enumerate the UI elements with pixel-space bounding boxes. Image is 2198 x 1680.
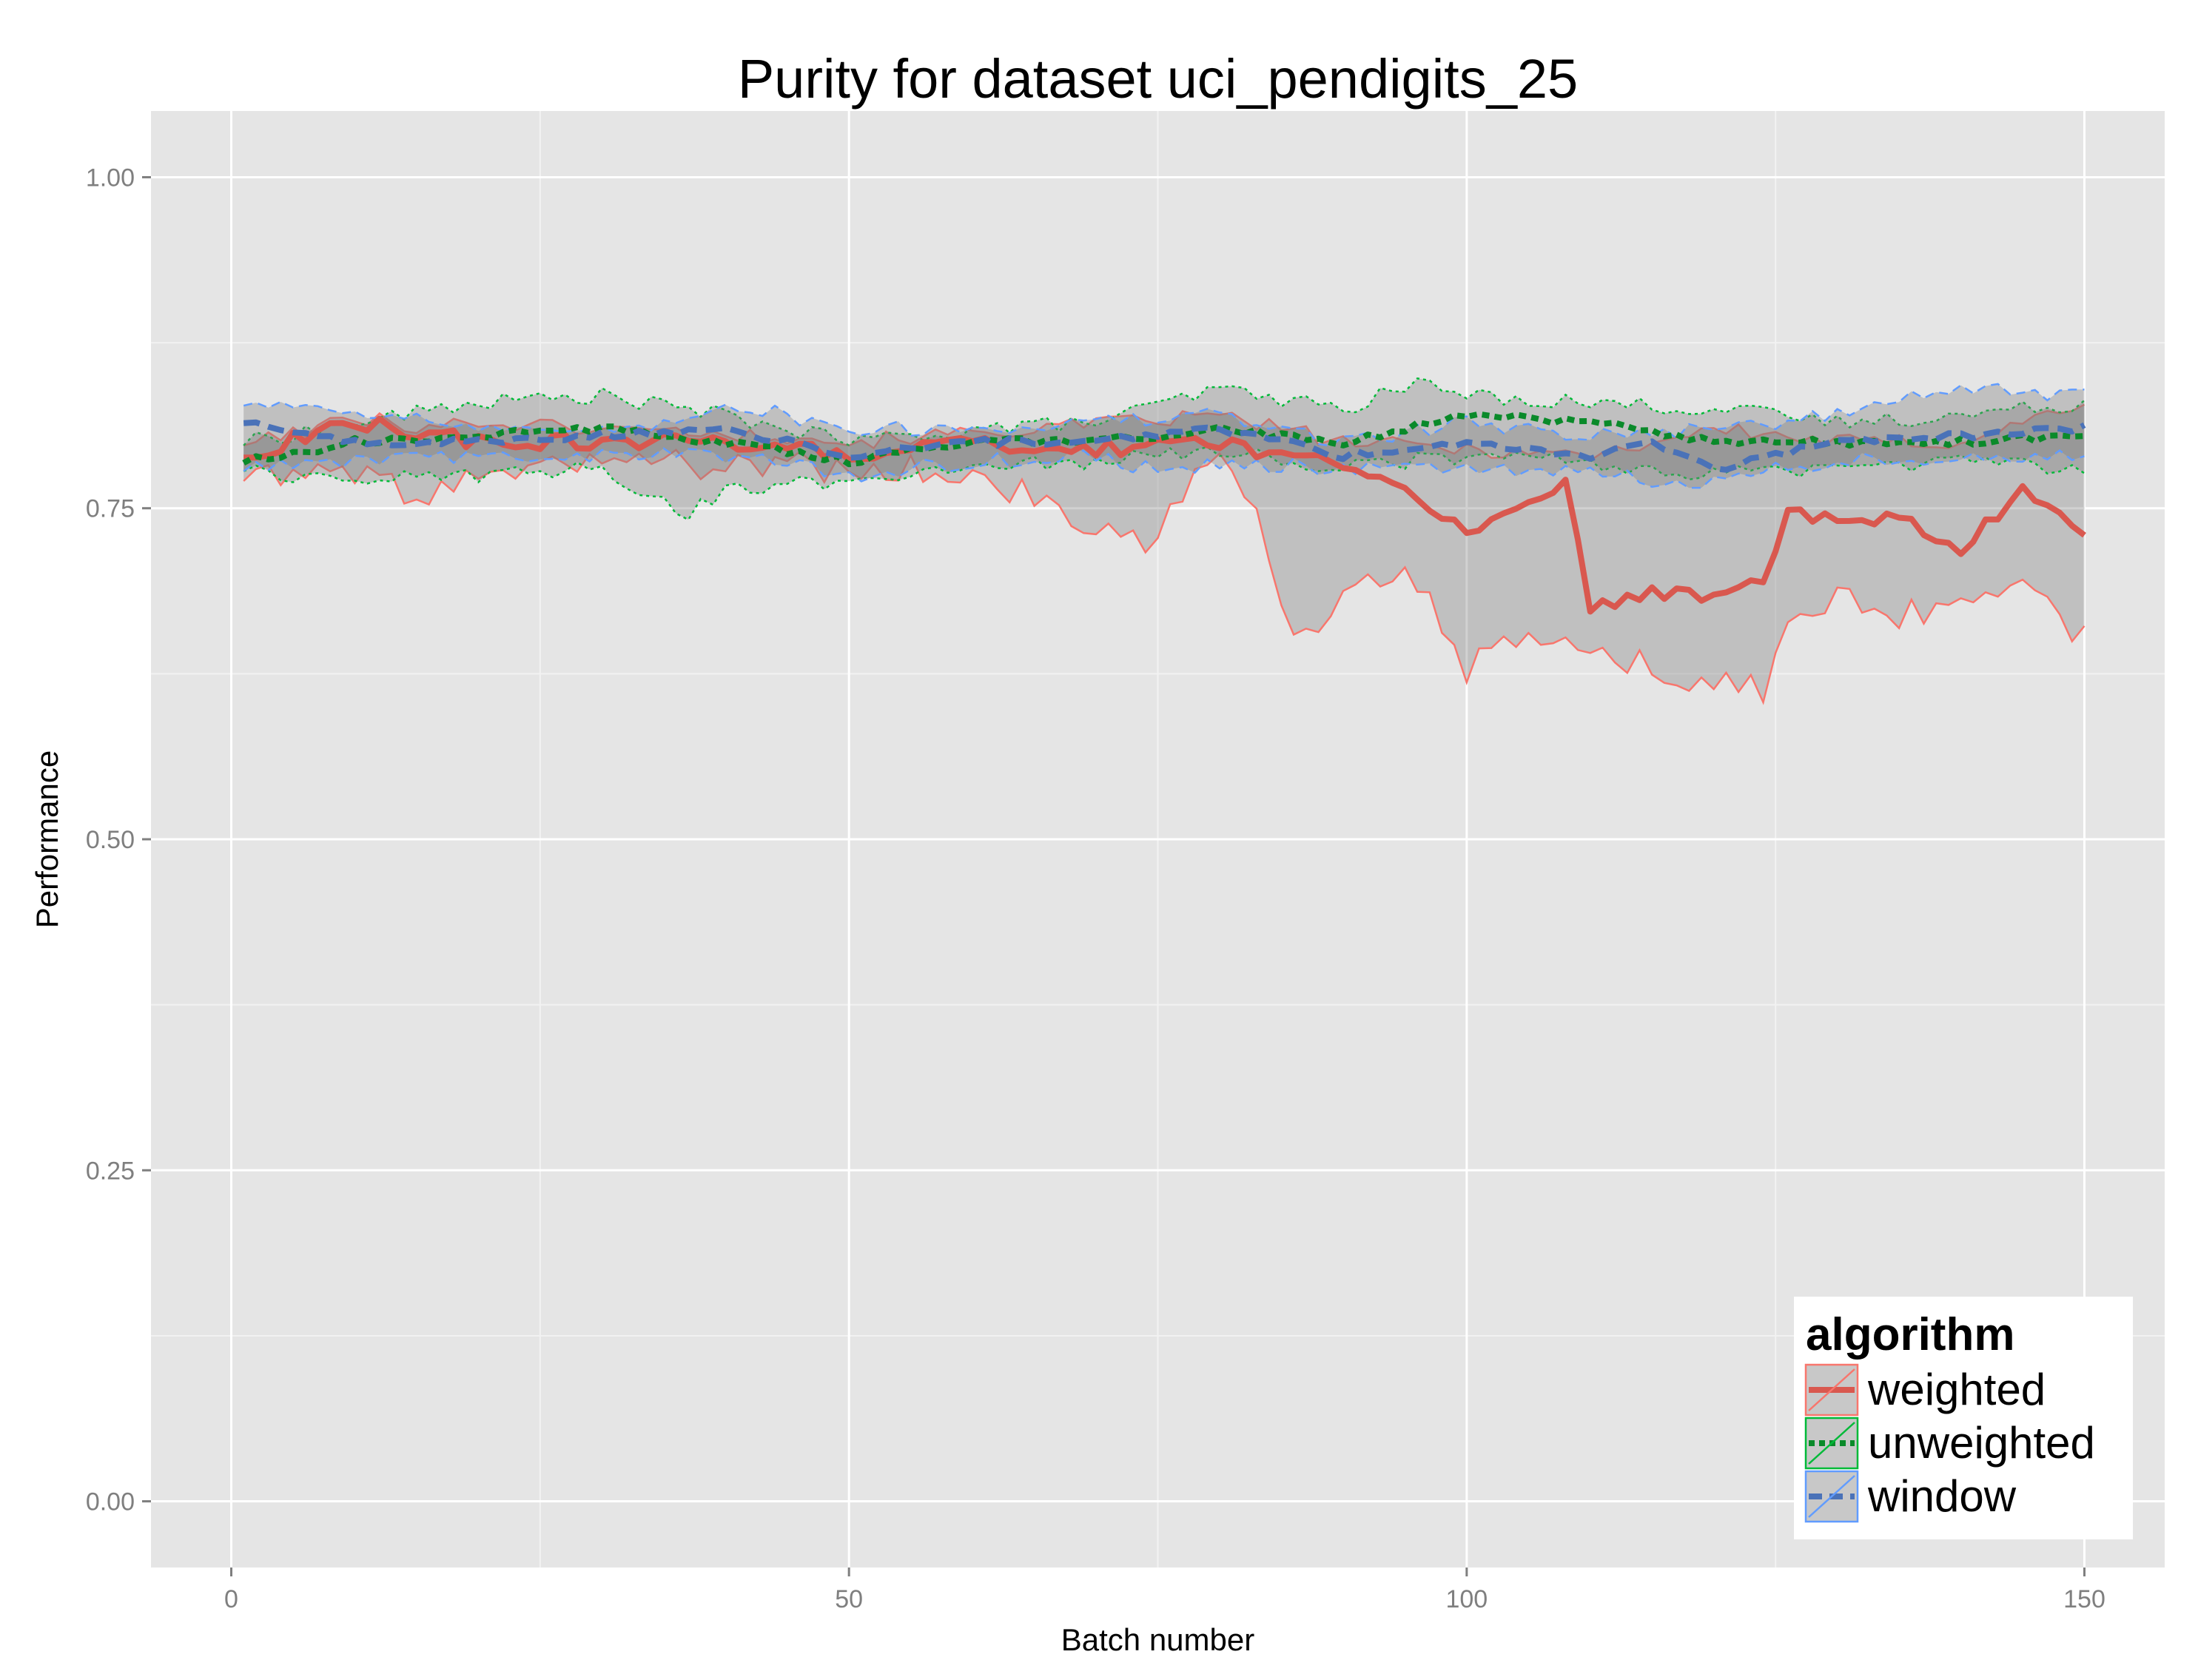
band-unweighted <box>243 378 2085 520</box>
legend-label-weighted: weighted <box>1867 1365 2046 1414</box>
legend-label-unweighted: unweighted <box>1868 1418 2095 1468</box>
band-edge-weighted <box>243 448 2086 705</box>
grid <box>151 111 2165 1568</box>
x-tick-label: 0 <box>224 1585 238 1613</box>
legend-diag-unweighted <box>1808 1422 1855 1465</box>
band-edge-weighted <box>243 403 2086 462</box>
x-tick-label: 150 <box>2063 1585 2105 1613</box>
legend-diag-weighted <box>1808 1368 1855 1411</box>
legend-label-window: window <box>1867 1471 2017 1521</box>
chart-title: Purity for dataset uci_pendigits_25 <box>738 48 1578 110</box>
legend-title: algorithm <box>1806 1309 2014 1360</box>
band-edge-window <box>243 383 2085 448</box>
legend-item-weighted: weighted <box>1804 1363 2046 1417</box>
y-axis-title: Performance <box>30 750 64 928</box>
x-tick-label: 100 <box>1445 1585 1488 1613</box>
axes: 0 50 100 150 0.00 0.25 0.50 0.75 1.00 <box>86 164 2105 1613</box>
series-line-unweighted <box>242 411 2085 468</box>
x-axis-title: Batch number <box>1061 1622 1254 1657</box>
band-weighted <box>243 404 2085 702</box>
x-tick-label: 50 <box>835 1585 863 1613</box>
band-edge-window <box>243 447 2085 489</box>
y-tick-label: 1.00 <box>86 164 135 192</box>
band-edge-unweighted <box>243 446 2086 521</box>
y-tick-label: 0.50 <box>86 826 135 854</box>
legend-item-unweighted: unweighted <box>1804 1417 2095 1470</box>
band-edge-unweighted <box>243 377 2086 447</box>
y-tick-label: 0.25 <box>86 1157 135 1185</box>
legend-diag-window <box>1808 1475 1855 1518</box>
y-tick-label: 0.75 <box>86 495 135 523</box>
legend-item-window: window <box>1804 1470 2017 1523</box>
y-tick-label: 0.00 <box>86 1488 135 1516</box>
series-lines <box>242 411 2086 615</box>
series-line-window <box>243 419 2086 473</box>
